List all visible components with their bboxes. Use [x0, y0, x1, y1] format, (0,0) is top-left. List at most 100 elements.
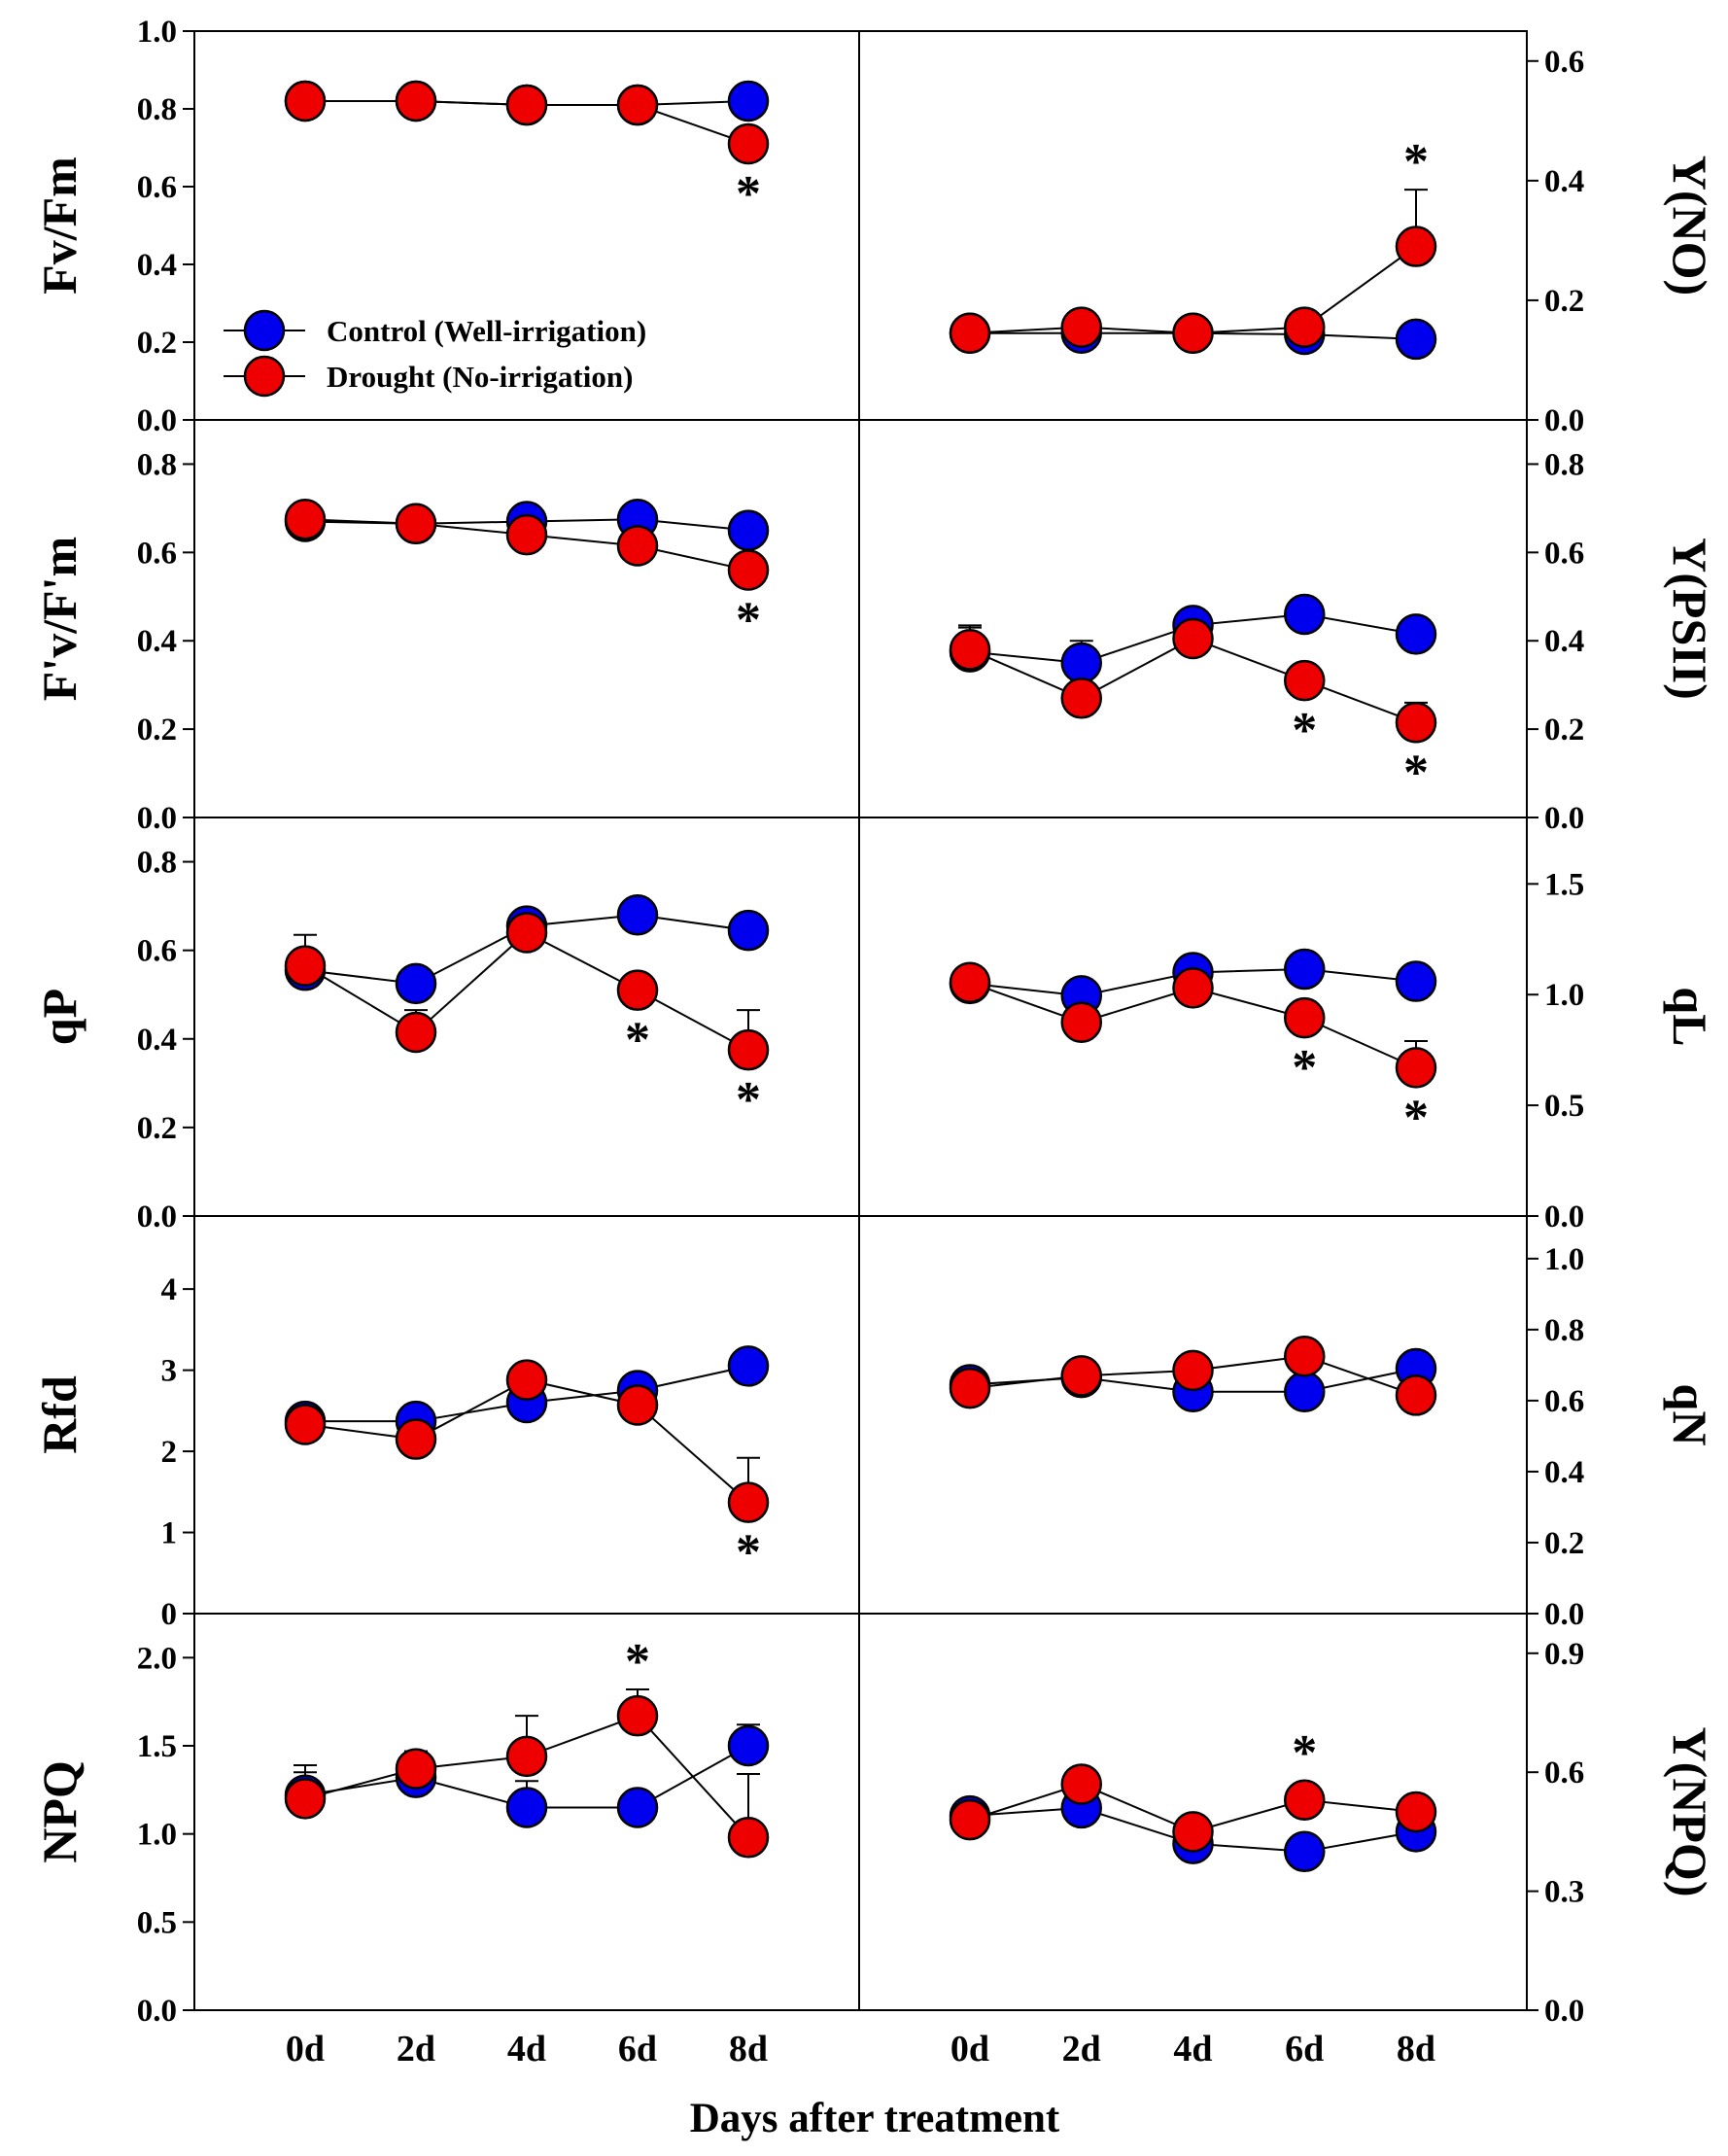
- y-tick-label: 0: [161, 1597, 178, 1632]
- significance-star: *: [625, 1013, 650, 1068]
- legend-label: Drought (No-irrigation): [327, 360, 633, 394]
- data-point-control: [727, 1724, 770, 1767]
- data-point-control: [505, 1787, 548, 1828]
- panel-frame: [858, 817, 1528, 1217]
- data-point-control: [727, 509, 770, 551]
- panel-frame: [858, 1215, 1528, 1615]
- data-point-drought: [395, 1011, 437, 1054]
- y-tick-label: 0.8: [137, 846, 177, 881]
- significance-star: *: [736, 1525, 761, 1581]
- data-point-drought: [1284, 306, 1326, 348]
- y-tick-label: 2.0: [137, 1641, 177, 1676]
- y-tick-label: 0.8: [1544, 1313, 1584, 1348]
- y-tick-label: 1.5: [1544, 867, 1584, 902]
- y-tick-label: 1.5: [137, 1729, 177, 1764]
- y-tick-label: 0.2: [1544, 713, 1584, 748]
- y-tick-label: 0.6: [1544, 1756, 1584, 1791]
- data-point-control: [1395, 960, 1437, 1002]
- data-point-control: [727, 1345, 770, 1387]
- data-point-drought: [949, 961, 991, 1003]
- y-tick-label: 1.0: [1544, 978, 1584, 1013]
- data-point-drought: [616, 525, 659, 567]
- data-point-drought: [505, 912, 548, 954]
- data-point-drought: [395, 1418, 437, 1460]
- y-tick-label: 0.2: [137, 1111, 177, 1146]
- y-tick-label: 0.6: [137, 536, 177, 571]
- panel-rfd: 0 1 2 3 4 Rfd *: [32, 1215, 860, 1632]
- data-point-drought: [1060, 1763, 1102, 1805]
- y-tick-label: 0.0: [1544, 1994, 1584, 2029]
- panel-y-npq: 0.0 0.3 0.6 0.9 Y(NPQ) *: [858, 1613, 1717, 2029]
- panel-y-no: 0.0 0.2 0.4 0.6 Y(NO) *: [858, 30, 1717, 438]
- y-tick-label: 0.0: [137, 1994, 177, 2029]
- y-tick-label: 0.5: [1544, 1089, 1584, 1124]
- y-tick-label: 0.4: [1544, 164, 1584, 199]
- y-tick-label: 1.0: [137, 15, 177, 50]
- panel-qp: 0.0 0.2 0.4 0.6 0.8 qP * *: [32, 817, 860, 1234]
- data-point-drought: [727, 1817, 770, 1859]
- data-point-drought: [1172, 617, 1214, 660]
- data-point-drought: [1395, 1374, 1437, 1416]
- data-point-control: [616, 893, 659, 936]
- x-category-label: 2d: [397, 2029, 435, 2069]
- y-tick-label: 0.4: [1544, 624, 1584, 659]
- significance-star: *: [1292, 1040, 1317, 1095]
- data-point-control: [1060, 642, 1102, 684]
- y-axis-label: Y(PSII): [1663, 538, 1717, 700]
- significance-star: *: [736, 593, 761, 648]
- significance-star: *: [1292, 703, 1317, 758]
- data-point-drought: [727, 549, 770, 591]
- significance-star: *: [1403, 1090, 1429, 1145]
- y-tick-label: 0.0: [1544, 1597, 1584, 1632]
- data-point-drought: [616, 969, 659, 1011]
- y-tick-label: 0.2: [137, 326, 177, 361]
- y-tick-label: 0.6: [137, 170, 177, 205]
- y-tick-label: 0.2: [1544, 1526, 1584, 1561]
- data-point-control: [727, 909, 770, 952]
- y-tick-label: 0.8: [137, 447, 177, 482]
- data-point-drought: [616, 84, 659, 126]
- data-point-drought: [1284, 1335, 1326, 1377]
- panel-f-v-f-m: 0.0 0.2 0.4 0.6 0.8 F'v/F'm *: [32, 419, 860, 836]
- x-category-labels: 0d 2d 4d 6d 8d 0d 2d 4d 6d 8d: [286, 2029, 1435, 2069]
- y-axis-label: qN: [1663, 1384, 1717, 1446]
- data-point-drought: [505, 1735, 548, 1778]
- y-tick-label: 0.0: [137, 403, 177, 438]
- y-tick-label: 0.9: [1544, 1637, 1584, 1672]
- legend-marker: [243, 355, 286, 398]
- y-tick-label: 1.0: [1544, 1242, 1584, 1277]
- data-point-drought: [949, 629, 991, 671]
- data-point-control: [1284, 1371, 1326, 1413]
- y-axis-label: qP: [32, 989, 86, 1045]
- y-tick-label: 1: [161, 1516, 178, 1551]
- y-tick-label: 2: [161, 1435, 178, 1470]
- significance-star: *: [1403, 745, 1429, 800]
- y-tick-label: 0.2: [1544, 284, 1584, 319]
- data-point-drought: [284, 945, 327, 987]
- significance-star: *: [736, 1072, 761, 1128]
- data-point-drought: [395, 80, 437, 122]
- data-point-control: [1284, 1830, 1326, 1873]
- data-point-drought: [505, 1359, 548, 1401]
- x-category-label: 8d: [1397, 2029, 1435, 2069]
- data-point-drought: [1284, 659, 1326, 702]
- y-axis-label: qL: [1663, 987, 1717, 1046]
- data-point-drought: [284, 499, 327, 540]
- data-point-drought: [284, 1778, 327, 1820]
- data-point-drought: [1395, 1791, 1437, 1833]
- y-tick-label: 0.3: [1544, 1875, 1584, 1910]
- y-tick-label: 0.0: [1544, 403, 1584, 438]
- data-point-drought: [284, 80, 327, 122]
- y-tick-label: 0.0: [137, 1200, 177, 1234]
- x-category-label: 0d: [286, 2029, 325, 2069]
- x-category-label: 6d: [618, 2029, 657, 2069]
- data-point-drought: [284, 1404, 327, 1445]
- y-tick-label: 0.6: [1544, 45, 1584, 80]
- legend-entry-control: Control (Well-irrigation): [224, 309, 646, 352]
- data-point-drought: [1395, 226, 1437, 267]
- y-tick-label: 0.6: [137, 934, 177, 969]
- y-tick-label: 0.4: [137, 248, 177, 283]
- y-axis-label: Fv/Fm: [32, 156, 86, 295]
- y-axis-label: Y(NPQ): [1663, 1727, 1717, 1897]
